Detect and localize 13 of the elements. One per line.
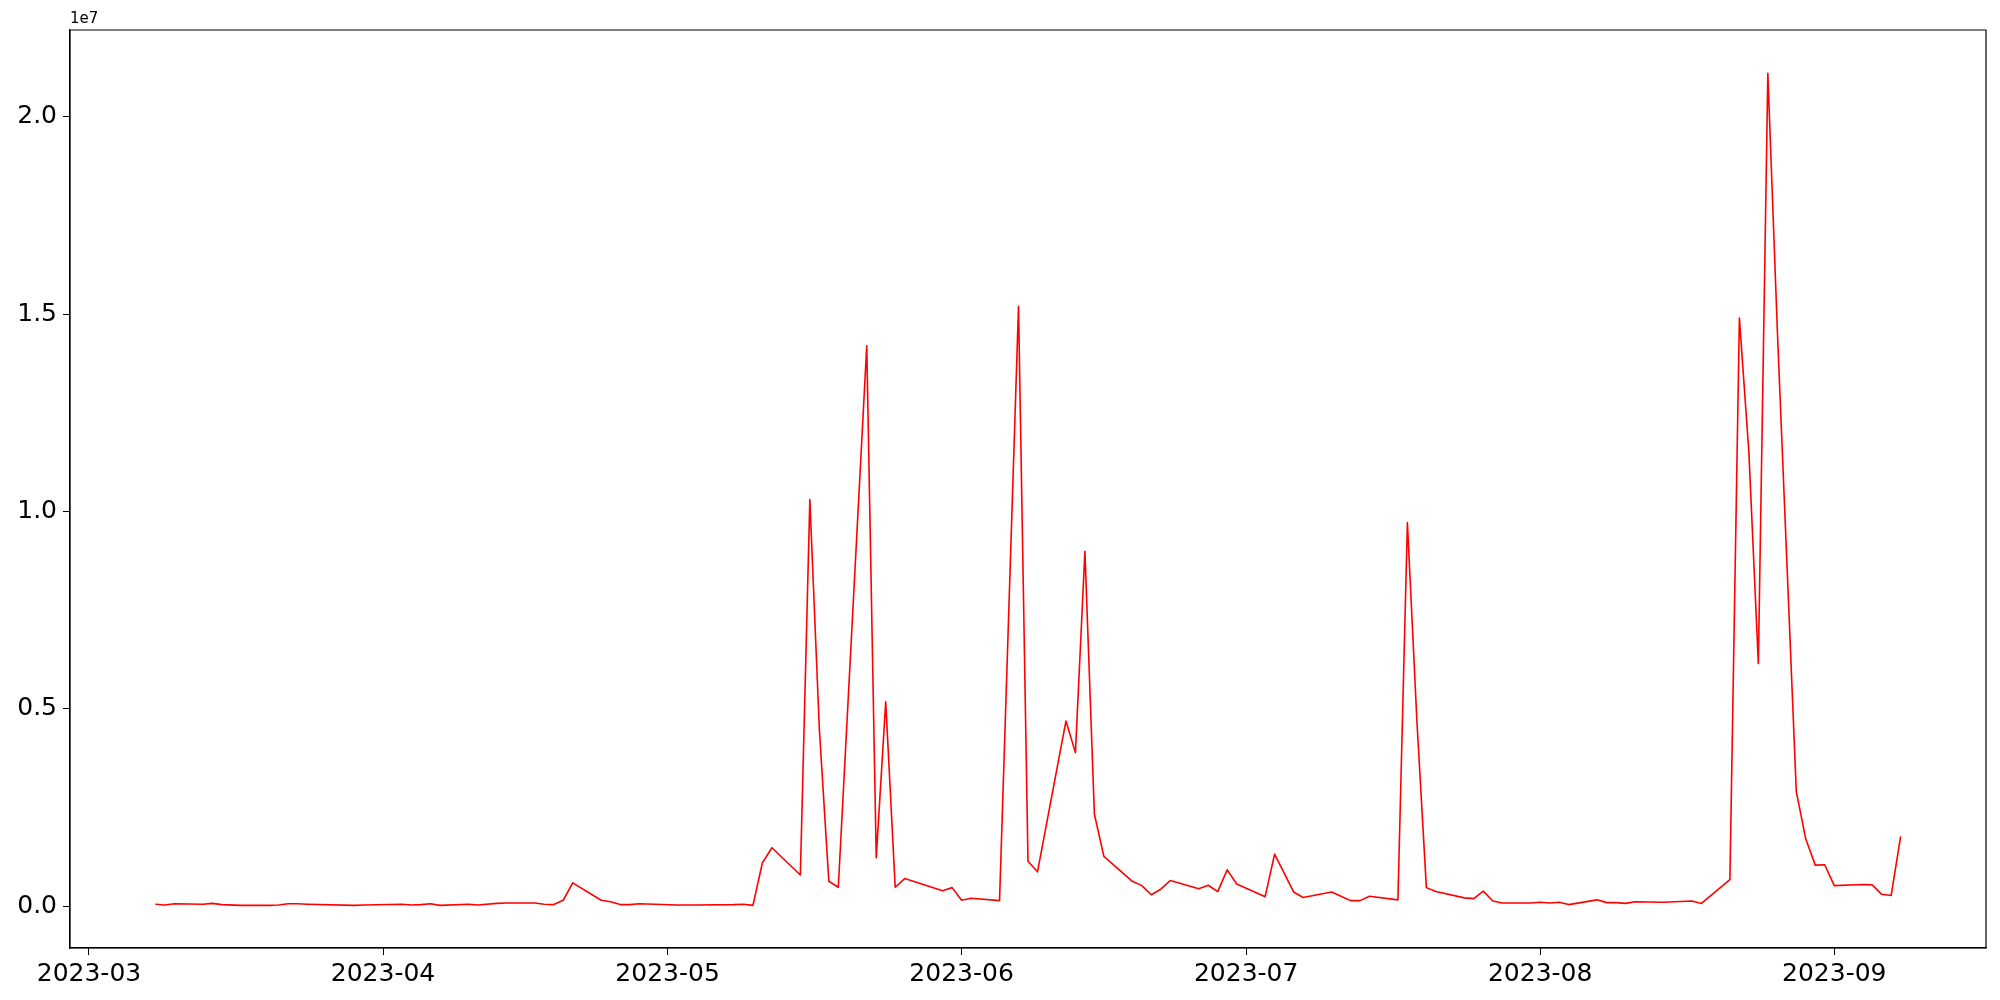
x-tick-label: 2023-05 — [615, 957, 720, 987]
text: 1e7 — [70, 9, 99, 28]
x-tick-label: 2023-03 — [36, 957, 142, 987]
y-tick-label: 1.5 — [17, 297, 57, 327]
x-tick-label: 2023-07 — [1193, 957, 1299, 987]
x-tick-label: 2023-04 — [330, 957, 436, 987]
x-tick-label: 2023-08 — [1487, 957, 1593, 987]
y-tick-label: 0.5 — [17, 692, 57, 722]
y-tick-label: 1.0 — [17, 495, 57, 524]
y-tick-label: 0.0 — [17, 889, 57, 919]
x-tick-label: 2023-09 — [1782, 957, 1887, 987]
x-tick-label: 2023-06 — [909, 957, 1014, 987]
y-tick-label: 2.0 — [17, 100, 57, 130]
